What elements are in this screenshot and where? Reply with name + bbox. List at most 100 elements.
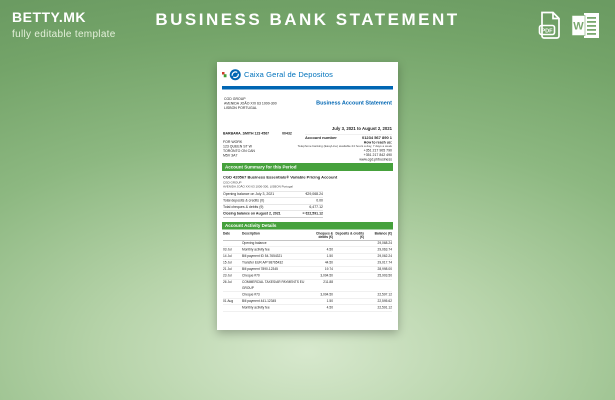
cell-credit xyxy=(333,299,364,305)
summary-row: Closing balance on August 2, 2021 = €22,5… xyxy=(223,210,323,218)
activity-row: 15 Jul Transfer EUR A/P 98765432 44.50 29,0… xyxy=(223,260,392,267)
customer-address-line: 123 QUEEN ST W xyxy=(223,145,252,149)
customer-address-line: M5V 3A7 xyxy=(223,154,238,158)
summary-row-label: Total deposits & credits (0) xyxy=(223,199,265,203)
brand-logo: BETTY.MK xyxy=(12,9,86,25)
cell-balance: 29,063.74 xyxy=(377,248,392,252)
cell-balance: 29,068.24 xyxy=(377,241,392,246)
cell-balance: 22,595.62 xyxy=(377,299,392,304)
cell-date xyxy=(223,305,242,311)
summary-row-label: Closing balance on August 2, 2021 xyxy=(223,212,281,216)
cell-credit xyxy=(333,273,364,279)
cgd-emblem-icon xyxy=(229,69,241,81)
statement-preview: Caixa Geral de Depositos CGD GROUP AVENI… xyxy=(217,62,398,330)
activity-section-header: Account Activity Details xyxy=(222,222,393,230)
cell-date: 14 Jul xyxy=(223,254,232,259)
cell-credit xyxy=(333,280,364,292)
customer-reference: BARBARA_SMITH 123 4567 00432 xyxy=(223,132,292,136)
sender-address: CGD GROUP AVENIDA JOÃO XXI 63 1000-300 L… xyxy=(224,97,277,111)
cell-date xyxy=(223,241,242,247)
activity-rows: Opening balance 29,068.24 03 Jul Monthly ac… xyxy=(223,241,392,312)
customer-address: FOR WORK 123 QUEEN ST W TORONTO ON CAN M… xyxy=(223,140,255,158)
cell-description: COMMERCIAL TAXES/AR PAYMENTS EU GROUP xyxy=(242,280,305,291)
download-buttons: PDF W xyxy=(538,11,601,45)
cell-debit: 4.50 xyxy=(326,306,333,310)
bank-logo-row: Caixa Geral de Depositos xyxy=(222,69,333,81)
page-title: BUSINESS BANK STATEMENT xyxy=(155,10,460,29)
cell-date: 15 Jul xyxy=(223,261,232,265)
cell-balance: 29,017.74 xyxy=(377,261,392,265)
cell-date: 21 Jul xyxy=(223,267,232,272)
customer-ref-id: BARBARA_SMITH 123 4567 xyxy=(223,132,270,136)
cell-description: Bill payment ID 54-7654321 xyxy=(242,254,283,259)
statement-page: Caixa Geral de Depositos CGD GROUP AVENI… xyxy=(217,62,398,330)
account-number-value: 01234 567 890 1 xyxy=(361,135,392,141)
cell-debit: 4.50 xyxy=(326,248,333,252)
summary-rows: Opening balance on July 3, 2021 €29,068.2… xyxy=(223,191,323,218)
cell-balance xyxy=(364,280,392,292)
cell-date: 26 Jul xyxy=(223,280,232,285)
svg-text:W: W xyxy=(573,21,584,33)
cell-debit: 1.50 xyxy=(326,299,333,304)
sender-line: LISBON PORTUGAL xyxy=(224,106,258,111)
holder-line: AVENIDA JOÃO XXI 63 1000-300, LISBON Por… xyxy=(223,185,293,189)
cell-debit: 3,094.50 xyxy=(320,274,333,278)
col-desc: Description xyxy=(242,232,260,236)
col-date: Date xyxy=(223,232,231,236)
activity-table-header: Date Description Cheques & debits (€) De… xyxy=(223,232,392,241)
contact-website: www.cgd.pt/business xyxy=(359,158,392,162)
activity-row: 03 Jul Monthly activity fee 4.50 29,063.74 xyxy=(223,247,392,254)
cell-description: Transfer EUR A/P 98765432 xyxy=(242,261,284,265)
summary-row-label: Total cheques & debits (9) xyxy=(223,205,264,210)
contact-heading: How to reach us: xyxy=(363,141,392,145)
sender-line: CGD GROUP xyxy=(224,97,246,102)
summary-row: Total deposits & credits (0) 0.00 xyxy=(223,197,323,205)
cell-debit: 3,094.50 xyxy=(320,293,333,297)
cell-description: Opening balance xyxy=(242,241,267,246)
contact-phone: +351 217 905 790 xyxy=(363,149,392,153)
summary-section-header: Account Summary for this Period xyxy=(222,163,393,171)
summary-row: Total cheques & debits (9) 6,477.12 xyxy=(223,204,323,211)
pdf-file-icon[interactable]: PDF xyxy=(538,11,562,45)
cell-description: Cheque #73 xyxy=(242,293,260,297)
col-credits: Deposits & credits (€) xyxy=(335,232,364,239)
blue-divider-bar xyxy=(222,86,393,90)
cell-credit xyxy=(333,305,364,311)
cell-balance: 29,062.24 xyxy=(377,254,392,259)
activity-row: Opening balance 29,068.24 xyxy=(223,241,392,247)
contact-phone: +351 217 842 490 xyxy=(363,153,392,158)
cell-credit xyxy=(333,292,364,298)
account-number-label: Account number xyxy=(305,135,337,141)
cell-description: Cheque #70 xyxy=(242,274,260,278)
cell-description: Bill payment 441-12345 xyxy=(242,299,277,304)
summary-row-value: €29,068.24 xyxy=(305,192,323,197)
summary-row-value: 6,477.12 xyxy=(309,205,323,210)
activity-row: 14 Jul Bill payment ID 54-7654321 1.50 29,0… xyxy=(223,254,392,260)
bank-name: Caixa Geral de Depositos xyxy=(244,70,334,80)
summary-account-line: CGD 420567 Business Essentials® Variable… xyxy=(223,175,338,180)
activity-row: 01 Aug Bill payment 441-12345 1.50 22,595.6… xyxy=(223,299,392,305)
sender-line: AVENIDA JOÃO XXI 63 1000-300 xyxy=(224,102,277,106)
col-debits: Cheques & debits (€) xyxy=(316,232,333,239)
cell-description: Monthly activity fee xyxy=(242,306,270,310)
customer-address-line: FOR WORK xyxy=(223,140,243,145)
cell-balance: 22,597.12 xyxy=(377,293,392,297)
activity-row: 23 Jul Cheque #70 3,094.50 25,903.50 xyxy=(223,273,392,280)
cell-credit xyxy=(333,267,364,273)
activity-table: Date Description Cheques & debits (€) De… xyxy=(223,232,392,312)
cell-balance: 22,591.12 xyxy=(377,306,392,310)
cell-description: Monthly activity fee xyxy=(242,248,270,252)
contact-block: How to reach us: Telephone banking (Easy… xyxy=(298,141,392,162)
activity-row: Cheque #73 3,094.50 22,597.12 xyxy=(223,292,392,299)
word-file-icon[interactable]: W xyxy=(571,11,601,45)
cell-debit: 211.88 xyxy=(323,280,333,285)
cell-debit: 44.50 xyxy=(324,261,333,265)
activity-row: 26 Jul COMMERCIAL TAXES/AR PAYMENTS EU GR… xyxy=(223,280,392,292)
summary-holder-lines: CGD GROUP AVENIDA JOÃO XXI 63 1000-300, … xyxy=(223,181,293,189)
activity-row: 21 Jul Bill payment 7890-12345 19.74 28,998… xyxy=(223,267,392,273)
cell-debit: 19.74 xyxy=(324,267,333,272)
cell-balance: 25,903.50 xyxy=(377,274,392,278)
cell-date xyxy=(223,292,242,298)
flag-icon xyxy=(222,72,227,78)
